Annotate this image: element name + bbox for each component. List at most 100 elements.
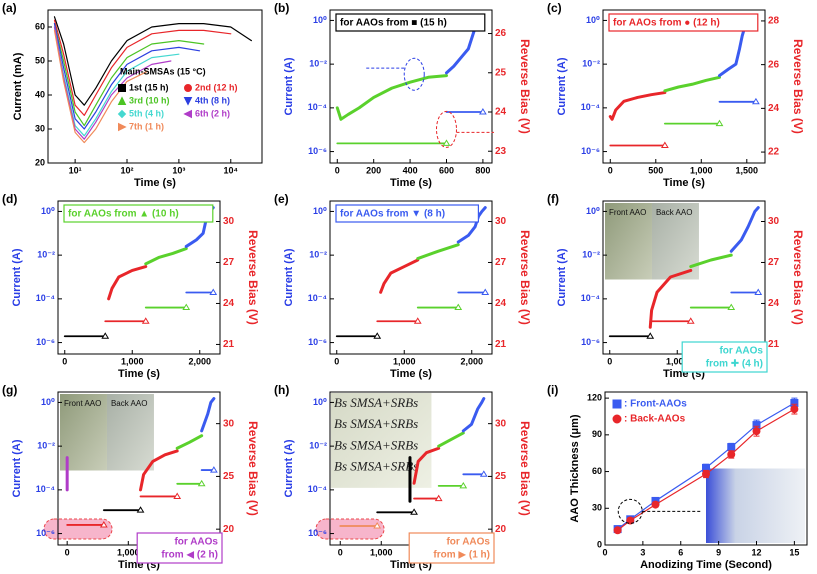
- annotation: for AAOs from ● (12 h): [613, 18, 720, 29]
- x-tick-label: 0: [335, 165, 340, 175]
- inset-handwriting: Bs SMSA+SRBs: [334, 437, 418, 452]
- y-tick-label: 10⁰: [586, 206, 600, 216]
- y2-tick-label: 22: [768, 147, 780, 158]
- data-line: [437, 431, 465, 448]
- y2-tick-label: 23: [495, 146, 507, 157]
- y2-tick-label: 27: [495, 257, 507, 268]
- y2-tick-label: 25: [495, 67, 507, 78]
- bias-end-marker: [99, 520, 108, 528]
- y2-axis-label: Reverse Bias (V): [518, 230, 532, 325]
- data-line: [729, 206, 760, 253]
- annotation-box: [63, 204, 214, 223]
- y2-tick-label: 25: [495, 471, 507, 482]
- y2-tick-label: 27: [223, 257, 235, 268]
- plot-frame: [57, 200, 221, 355]
- x-tick-label: 0: [602, 547, 607, 557]
- marker: [727, 450, 736, 459]
- data-line: [175, 434, 204, 450]
- annotation-box: [136, 532, 223, 564]
- y2-tick-label: 30: [223, 216, 235, 227]
- inset-photo: [106, 394, 154, 471]
- x-tick-label: 400: [403, 165, 418, 175]
- y-tick-label: 10⁻²: [582, 250, 600, 260]
- marker: [183, 97, 193, 106]
- bias-end-marker: [454, 303, 463, 311]
- bias-end-marker: [479, 108, 487, 115]
- panel-label: (c): [547, 1, 562, 15]
- legend-label: : Back-AAOs: [624, 414, 686, 425]
- bias-end-marker: [373, 522, 382, 529]
- x-axis-label: Anodizing Time (Second): [640, 559, 772, 571]
- data-line: [53, 23, 205, 127]
- panel-label: (g): [2, 383, 17, 397]
- panel-label: (f): [547, 192, 559, 206]
- data-line: [53, 26, 180, 137]
- y-tick-label: 10⁻²: [309, 441, 327, 451]
- y-tick-label: 10⁻⁴: [308, 484, 327, 494]
- annotation-box: [408, 532, 495, 564]
- legend-label: 7th (1 h): [129, 121, 164, 131]
- x-tick-label: 200: [366, 165, 381, 175]
- y2-tick-label: 24: [495, 298, 507, 309]
- bias-end-marker: [141, 317, 150, 324]
- x-tick-label: 10²: [120, 165, 133, 175]
- y-tick-label: 10⁻⁶: [308, 146, 327, 156]
- y2-axis-label: Reverse Bias (V): [518, 39, 532, 134]
- inset-handwriting: Bs SMSA+SRBs: [334, 459, 418, 474]
- marker: [117, 109, 127, 119]
- y-tick-label: 60: [592, 466, 602, 476]
- data-line: [416, 243, 460, 261]
- bias-end-marker: [434, 494, 443, 502]
- x-tick-label: 1,000: [117, 547, 140, 557]
- y-tick-label: 10⁻⁶: [581, 146, 600, 156]
- y2-tick-label: 25: [223, 471, 235, 482]
- x-tick-label: 15: [789, 547, 799, 557]
- x-tick-label: 2,000: [460, 356, 483, 366]
- x-axis-label: Time (s): [134, 177, 176, 189]
- inset-handwriting: Bs SMSA+SRBs: [334, 416, 418, 431]
- annotation: for AAOs from ■ (15 h): [340, 18, 447, 29]
- y-axis-label: AAO Thickness (μm): [569, 414, 581, 523]
- y-tick-label: 20: [35, 157, 45, 167]
- annotation-box: [335, 204, 479, 223]
- legend-label: : Front-AAOs: [624, 399, 687, 410]
- y-axis-label: Current (A): [283, 439, 295, 497]
- marker: [184, 84, 192, 92]
- bias-end-marker: [101, 332, 110, 339]
- legend-title: Main-SMSAs (15 °C): [120, 66, 206, 76]
- data-line: [53, 19, 232, 116]
- plot-frame: [604, 391, 808, 546]
- annotation-box: [335, 13, 486, 32]
- y-tick-label: 50: [35, 55, 45, 65]
- bias-end-marker: [686, 317, 695, 324]
- x-tick-label: 12: [751, 547, 761, 557]
- y-tick-label: 10⁻⁴: [36, 484, 55, 494]
- y-axis-label: Current (A): [556, 248, 568, 306]
- x-tick-label: 6: [678, 547, 683, 557]
- annotation: for AAOs: [446, 537, 490, 548]
- y-axis-label: Current (A): [283, 57, 295, 115]
- legend-label: 1st (15 h): [129, 82, 169, 92]
- data-line: [648, 268, 693, 329]
- callout: [403, 57, 425, 91]
- marker: [613, 526, 622, 535]
- bias-end-marker: [410, 508, 418, 515]
- x-tick-label: 1,000: [690, 165, 713, 175]
- annotation-box: [608, 13, 759, 32]
- bias-end-marker: [182, 303, 191, 311]
- legend-label: 2nd (12 h): [195, 82, 238, 92]
- y2-tick-label: 27: [768, 257, 780, 268]
- inset-label: Back AAO: [111, 399, 147, 408]
- y-tick-label: 10⁻⁶: [308, 528, 327, 538]
- y2-tick-label: 24: [223, 298, 235, 309]
- annotation: for AAOs: [174, 537, 218, 548]
- y-tick-label: 10⁻⁴: [308, 293, 327, 303]
- plot-frame: [602, 9, 766, 164]
- y2-tick-label: 26: [495, 28, 507, 39]
- x-axis-label: Time (s): [390, 368, 432, 380]
- bias-end-marker: [459, 481, 468, 489]
- x-tick-label: 1,500: [736, 165, 759, 175]
- annotation: from ▶ (1 h): [433, 550, 490, 561]
- y-tick-label: 10⁰: [586, 15, 600, 25]
- data-line: [107, 265, 148, 301]
